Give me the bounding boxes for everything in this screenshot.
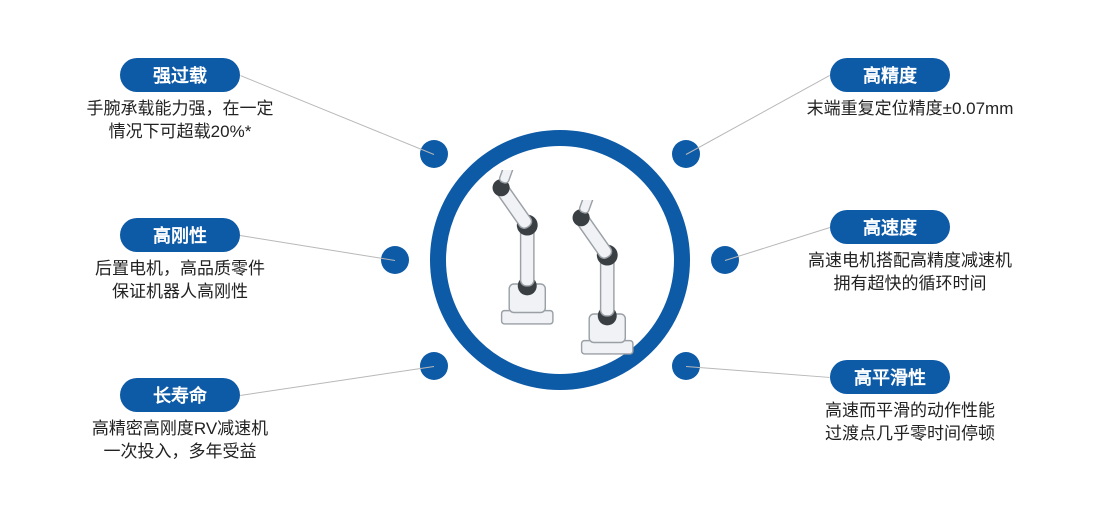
feature-desc-f6: 高速而平滑的动作性能 过渡点几乎零时间停顿: [760, 400, 1060, 446]
feature-desc-f5: 高精密高刚度RV减速机 一次投入，多年受益: [40, 418, 320, 464]
feature-pill-f3: 高刚性: [120, 218, 240, 252]
feature-desc-f1: 手腕承载能力强，在一定 情况下可超载20%*: [40, 98, 320, 144]
feature-pill-f1: 强过载: [120, 58, 240, 92]
connector-line: [686, 366, 830, 378]
feature-desc-f2: 末端重复定位精度±0.07mm: [760, 98, 1060, 121]
feature-pill-f2: 高精度: [830, 58, 950, 92]
feature-desc-f3: 后置电机，高品质零件 保证机器人高刚性: [40, 258, 320, 304]
feature-pill-f5: 长寿命: [120, 378, 240, 412]
robot-arm-icon: [555, 200, 660, 366]
feature-pill-f4: 高速度: [830, 210, 950, 244]
feature-pill-f6: 高平滑性: [830, 360, 950, 394]
infographic-stage: 强过载手腕承载能力强，在一定 情况下可超载20%* 高精度末端重复定位精度±0.0…: [0, 0, 1119, 522]
connector-line: [240, 366, 434, 396]
feature-desc-f4: 高速电机搭配高精度减速机 拥有超快的循环时间: [760, 250, 1060, 296]
